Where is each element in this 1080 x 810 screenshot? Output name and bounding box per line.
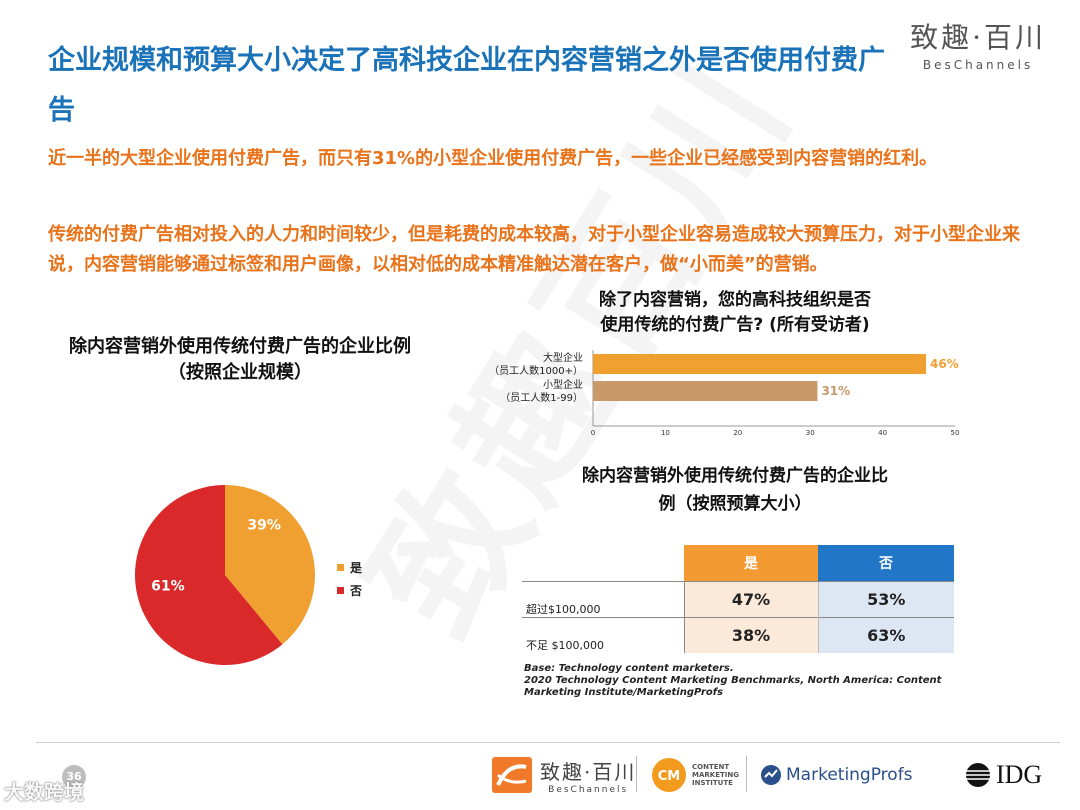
table-cell-no: 63% bbox=[817, 616, 954, 653]
footer-logo3-text: MarketingProfs bbox=[786, 765, 913, 785]
pie-title-line1: 除内容营销外使用传统付费广告的企业比例 bbox=[69, 336, 411, 357]
source-note: Base: Technology content marketers. 2020… bbox=[524, 663, 964, 699]
source-line-1: Base: Technology content marketers. bbox=[524, 663, 734, 674]
cmi-line: MARKETING bbox=[692, 771, 739, 779]
pie-slice-no bbox=[135, 485, 283, 665]
bar-small-enterprise bbox=[593, 381, 818, 401]
legend-item: 否 bbox=[337, 579, 362, 602]
beschannels-mark-icon bbox=[492, 757, 532, 793]
pie-slice-label: 39% bbox=[247, 517, 281, 533]
idg-globe-icon bbox=[966, 763, 990, 787]
footer-logo1-cn: 致趣·百川 bbox=[540, 759, 637, 784]
table-corner bbox=[522, 545, 684, 581]
bar-title-line2: 使用传统的付费广告? (所有受访者) bbox=[600, 315, 870, 335]
legend-swatch bbox=[337, 587, 344, 594]
summary-paragraph-2: 传统的付费广告相对投入的人力和时间较少，但是耗费的成本较高，对于小型企业容易造成… bbox=[48, 224, 1020, 275]
cmi-mark-icon: CM bbox=[652, 758, 686, 792]
bar-x-tick-label: 30 bbox=[806, 429, 815, 437]
pie-legend: 是否 bbox=[337, 556, 362, 602]
marketingprofs-mark-icon bbox=[761, 765, 781, 785]
summary-paragraph-1: 近一半的大型企业使用付费广告，而只有31%的小型企业使用付费广告，一些企业已经感… bbox=[48, 148, 938, 169]
legend-label: 否 bbox=[350, 584, 363, 598]
page-number: 36 bbox=[62, 765, 86, 789]
bar-x-tick-label: 20 bbox=[733, 429, 742, 437]
source-line-2: 2020 Technology Content Marketing Benchm… bbox=[524, 675, 942, 698]
cmi-line: INSTITUTE bbox=[692, 779, 733, 787]
table-row-label: 超过$100,000 bbox=[522, 580, 684, 617]
page-title: 企业规模和预算大小决定了高科技企业在内容营销之外是否使用付费广告 bbox=[48, 45, 885, 126]
bar-value-label: 46% bbox=[930, 357, 959, 371]
cmi-mark-text: CM bbox=[658, 769, 680, 784]
table-cell-no: 53% bbox=[817, 580, 954, 617]
pie-chart-title: 除内容营销外使用传统付费广告的企业比例 （按照企业规模） bbox=[20, 334, 460, 386]
bar-chart-title: 除了内容营销，您的高科技组织是否 使用传统的付费广告? (所有受访者) bbox=[545, 288, 925, 338]
pie-slice-label: 61% bbox=[151, 579, 185, 595]
footer-logo-beschannels: 致趣·百川 BesChannels bbox=[490, 752, 636, 798]
legend-swatch bbox=[337, 564, 344, 571]
bar-large-enterprise bbox=[593, 354, 927, 374]
table-title-line1: 除内容营销外使用传统付费广告的企业比 bbox=[582, 466, 888, 486]
pie-slice-yes bbox=[225, 485, 315, 645]
table-chart-title: 除内容营销外使用传统付费广告的企业比 例（按照预算大小） bbox=[520, 462, 950, 518]
brand-logo: 致趣·百川 BesChannels bbox=[910, 16, 1046, 72]
table-row: 不足 $100,000 38% 63% bbox=[522, 616, 954, 653]
bar-x-tick-label: 40 bbox=[878, 429, 887, 437]
pie-chart: 39% 61% bbox=[135, 485, 315, 665]
bar-value-label: 31% bbox=[821, 384, 850, 398]
bar-category-sublabel: （员工人数1000+） bbox=[489, 364, 583, 377]
bar-title-line1: 除了内容营销，您的高科技组织是否 bbox=[599, 290, 871, 310]
brand-logo-en: BesChannels bbox=[922, 58, 1034, 72]
bar-x-tick-label: 50 bbox=[951, 429, 960, 437]
footer-logo-idg: IDG bbox=[965, 752, 1042, 798]
footer-logo4-text: IDG bbox=[996, 760, 1043, 789]
table-cell-yes: 38% bbox=[683, 616, 818, 653]
table-title-line2: 例（按照预算大小） bbox=[658, 494, 812, 514]
legend-label: 是 bbox=[350, 561, 363, 575]
table-header-no: 否 bbox=[818, 545, 954, 581]
footer-watermark: 大数跨境 bbox=[4, 780, 84, 804]
bar-chart: 0 10 20 30 40 50 46% 大型企业（员工人数1000+） 31% 小型企业（员工人… bbox=[489, 350, 960, 437]
footer-separator bbox=[746, 756, 747, 792]
table-cell-yes: 47% bbox=[683, 580, 818, 617]
footer-logo-marketingprofs: MarketingProfs bbox=[760, 752, 913, 798]
bar-x-tick-label: 0 bbox=[591, 429, 595, 437]
footer-logo-cmi: CM CONTENT MARKETING INSTITUTE bbox=[650, 752, 739, 798]
cmi-line: CONTENT bbox=[692, 763, 730, 771]
brand-logo-cn: 致趣·百川 bbox=[910, 21, 1046, 54]
footer-divider bbox=[36, 742, 1060, 743]
bar-category-label: 小型企业 bbox=[543, 378, 583, 391]
bar-category-label: 大型企业 bbox=[543, 351, 583, 364]
table-header-yes: 是 bbox=[684, 545, 818, 581]
footer-separator bbox=[636, 756, 637, 792]
bar-category-sublabel: （员工人数1-99） bbox=[500, 391, 583, 404]
table-row-label: 不足 $100,000 bbox=[522, 616, 684, 653]
table-row: 超过$100,000 47% 53% bbox=[522, 580, 954, 617]
budget-table: 是 否 超过$100,000 47% 53% 不足 $100,000 38% 6… bbox=[522, 545, 954, 653]
bar-x-tick-label: 10 bbox=[661, 429, 670, 437]
pie-title-line2: （按照企业规模） bbox=[168, 362, 312, 383]
footer-logo1-en: BesChannels bbox=[548, 784, 629, 795]
legend-item: 是 bbox=[337, 556, 362, 579]
